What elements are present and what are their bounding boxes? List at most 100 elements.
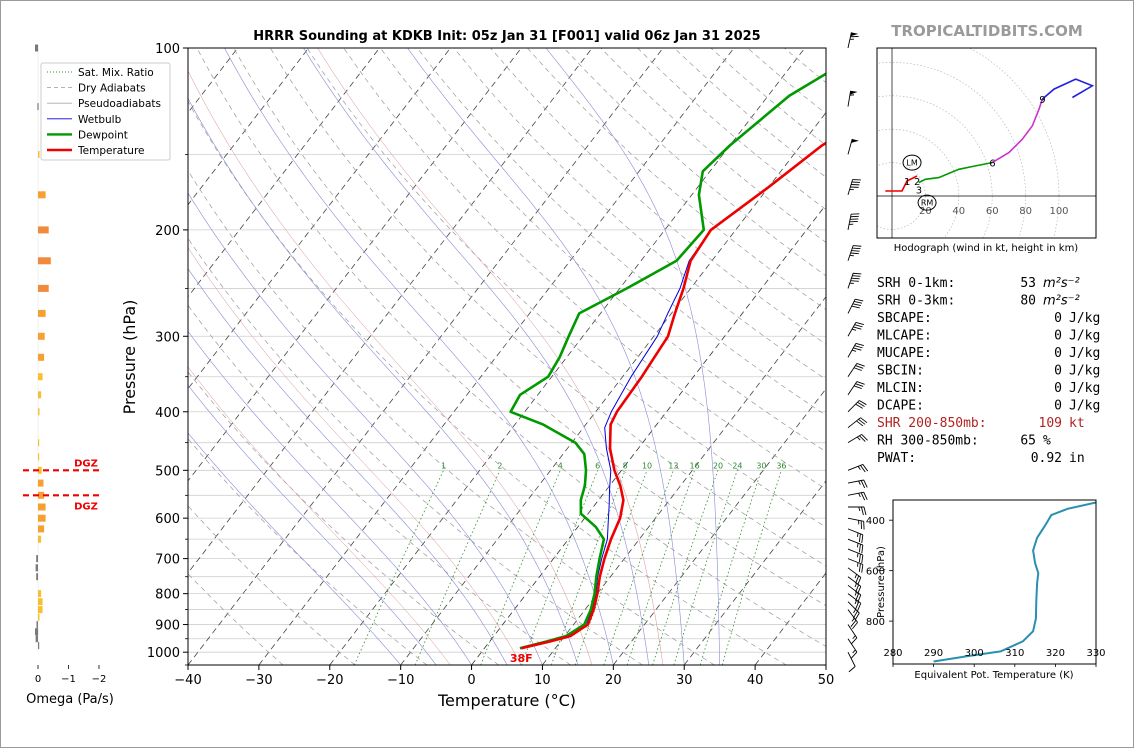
dry-adiabat-line — [563, 48, 826, 277]
barb-full — [853, 272, 862, 275]
barb-shaft — [847, 601, 860, 614]
hodograph-height-label: 6 — [989, 159, 995, 170]
barb-full — [853, 367, 862, 371]
omega-bar — [38, 150, 40, 158]
barb-full — [850, 280, 859, 282]
barb-full — [856, 420, 864, 427]
hodograph-ring-label: 20 — [919, 206, 932, 217]
hodograph-trace — [885, 175, 918, 192]
index-unit: m²s⁻² — [1043, 294, 1080, 309]
theta-y-tick-label: 800 — [866, 617, 885, 628]
legend-label: Dry Adiabats — [78, 83, 146, 95]
omega-bar — [38, 642, 40, 650]
barb-full — [855, 365, 864, 369]
omega-bar — [38, 309, 46, 317]
hodograph-ring-label: 80 — [1019, 206, 1032, 217]
wind-barb — [847, 528, 864, 544]
theta-x-tick-label: 310 — [1005, 648, 1024, 659]
y-tick-label: 1000 — [147, 646, 180, 661]
omega-bar — [37, 103, 39, 111]
mixing-ratio-line — [480, 470, 561, 665]
barb-full — [851, 250, 860, 252]
wind-barb — [847, 584, 862, 603]
barb-full — [861, 564, 864, 573]
x-tick-label: −20 — [316, 673, 343, 688]
mixing-ratio-label: 30 — [756, 461, 766, 470]
theta-x-tick-label: 300 — [965, 648, 984, 659]
dgz-label: DGZ — [74, 458, 98, 469]
barb-shaft — [847, 322, 857, 337]
index-unit: J/kg — [1069, 311, 1100, 326]
theta-e-plot — [933, 501, 1096, 663]
omega-axis-label: Omega (Pa/s) — [26, 692, 114, 707]
legend-box — [40, 62, 171, 161]
wind-barbs — [847, 32, 869, 673]
barb-half — [854, 599, 858, 605]
dry-adiabat-line — [453, 48, 826, 380]
dry-adiabat-line — [188, 438, 428, 665]
dry-adiabat-line — [188, 100, 787, 665]
index-unit: kt — [1069, 416, 1085, 431]
barb-full — [854, 612, 860, 621]
storm-motion-marker — [917, 194, 937, 211]
barb-half — [852, 635, 856, 640]
hodograph-panel: 20 40 60 80 100 1 23 6 9 LM RM — [877, 48, 1096, 238]
mixing-ratio-label: 16 — [690, 461, 700, 470]
barb-full — [854, 324, 863, 328]
hodograph-ring-label: 60 — [986, 206, 999, 217]
skewt-axis-ticks: −40 −30 −20 −10 0 10 20 30 40 50 100 200 300 400 500 60… — [147, 42, 834, 688]
barb-full — [855, 601, 860, 610]
index-unit: in — [1069, 451, 1085, 466]
barb-half — [858, 493, 861, 498]
chart-title: HRRR Sounding at KDKB Init: 05z Jan 31 [… — [253, 29, 760, 44]
barb-full — [855, 298, 864, 302]
pseudoadiabat-line — [303, 48, 650, 665]
wind-barb — [847, 342, 864, 358]
x-tick-label: 10 — [534, 673, 551, 688]
theta-e-profile-line — [933, 501, 1096, 663]
barb-shaft — [847, 214, 852, 230]
wind-barb — [847, 538, 864, 554]
skewt-plot-border — [187, 47, 827, 666]
isotherm-line — [258, 48, 735, 665]
hodograph-height-label: 3 — [916, 185, 922, 196]
dry-adiabat-line — [188, 304, 571, 665]
wind-barb — [847, 479, 868, 489]
hodograph-border — [876, 47, 1097, 239]
index-label: SRH 0-1km: — [877, 276, 955, 291]
barb-flag — [850, 32, 859, 37]
barb-half — [854, 583, 858, 588]
mixing-ratio-line — [721, 470, 782, 665]
wind-barb — [847, 651, 856, 673]
x-tick-label: 0 — [467, 673, 475, 688]
barb-half — [854, 591, 858, 596]
x-tick-label: −30 — [245, 673, 272, 688]
omega-bar — [38, 598, 43, 606]
index-unit: % — [1043, 434, 1051, 449]
x-tick-label: 50 — [818, 673, 835, 688]
y-tick-label: 700 — [155, 553, 180, 568]
y-tick-label: 300 — [155, 330, 180, 345]
mixing-ratio-label: 2 — [497, 461, 502, 470]
storm-motion-label: RM — [921, 199, 934, 208]
wind-barb — [847, 593, 862, 612]
theta-e-x-label: Equivalent Pot. Temperature (K) — [914, 670, 1073, 681]
barb-half — [851, 349, 857, 352]
omega-bar — [38, 466, 42, 474]
x-tick-label: −10 — [387, 673, 414, 688]
barb-shaft — [847, 576, 862, 587]
isotherm-line — [542, 296, 826, 665]
hodograph-ring-label: 100 — [1049, 206, 1068, 217]
barb-half — [857, 466, 861, 470]
wind-barb — [847, 624, 858, 645]
pseudoadiabat-line — [188, 70, 593, 665]
omega-panel: DGZ DGZ 0 −1 −2 — [23, 44, 106, 685]
hodograph-ring-label: 40 — [952, 206, 965, 217]
index-value: 0 — [1054, 381, 1062, 396]
omega-bar — [35, 628, 39, 636]
barb-shaft — [847, 90, 852, 107]
hodograph-trace — [991, 98, 1044, 164]
barb-full — [858, 544, 861, 553]
dry-adiabat-line — [306, 48, 826, 528]
